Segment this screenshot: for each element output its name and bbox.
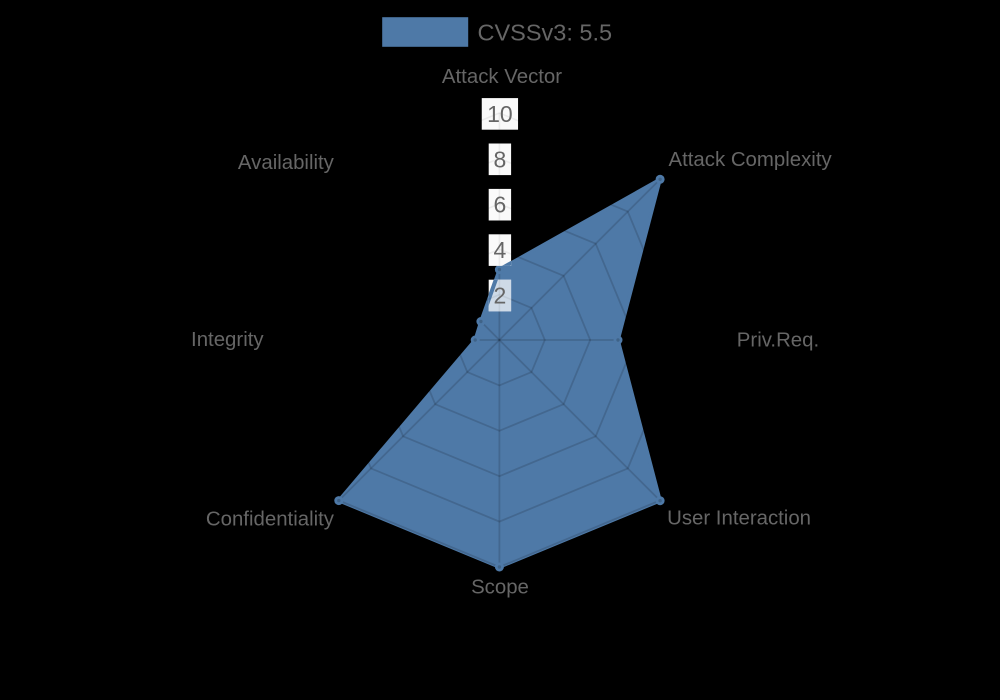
- svg-text:CVSSv3: 5.5: CVSSv3: 5.5: [478, 20, 613, 46]
- svg-text:4: 4: [494, 237, 507, 263]
- svg-text:Integrity: Integrity: [191, 329, 264, 351]
- svg-text:6: 6: [494, 192, 507, 218]
- svg-text:10: 10: [487, 101, 513, 127]
- svg-text:Availability: Availability: [238, 152, 335, 174]
- svg-text:Confidentiality: Confidentiality: [206, 509, 335, 531]
- svg-text:Attack Complexity: Attack Complexity: [669, 149, 833, 171]
- svg-text:2: 2: [494, 283, 507, 309]
- svg-text:Attack Vector: Attack Vector: [442, 66, 562, 88]
- svg-text:User Interaction: User Interaction: [667, 507, 811, 529]
- svg-text:8: 8: [494, 146, 507, 172]
- svg-text:Priv.Req.: Priv.Req.: [737, 330, 819, 352]
- svg-text:Scope: Scope: [471, 576, 529, 598]
